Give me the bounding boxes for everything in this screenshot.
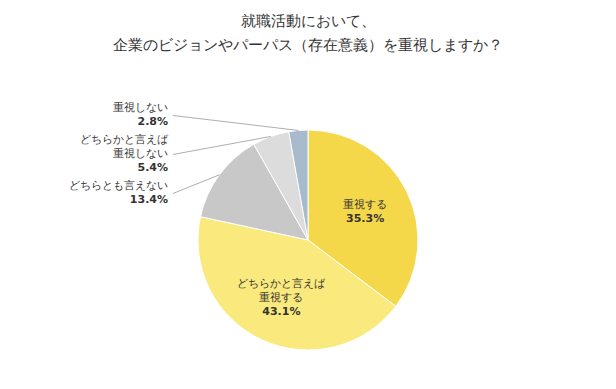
chart-container: 就職活動において、企業のビジョンやパーパス（存在意義）を重視しますか？ 重視する3…	[0, 0, 616, 389]
slice-label: どちらかと言えば重視する	[237, 277, 326, 304]
slice-label: 重視しない	[113, 101, 168, 114]
slice-label: どちらかと言えば重視しない	[80, 133, 169, 160]
slices	[198, 130, 418, 350]
subtitle: 企業のビジョンやパーパス（存在意義）を重視しますか？	[113, 36, 503, 54]
data-label: 43.1%	[262, 305, 300, 318]
chart: 就職活動において、企業のビジョンやパーパス（存在意義）を重視しますか？ 重視する3…	[0, 0, 616, 389]
data-label: 13.4%	[130, 193, 168, 206]
leader-line	[173, 175, 219, 194]
data-label: 5.4%	[137, 161, 168, 174]
data-label: 2.8%	[137, 115, 168, 128]
data-label: 35.3%	[346, 212, 384, 225]
title: 就職活動において、	[241, 12, 376, 30]
slice-label: どちらとも言えない	[69, 179, 168, 192]
labels: 重視する35.3% どちらかと言えば重視する43.1% 重視しない2.8% どちらかと…	[69, 101, 387, 317]
leader-line	[173, 115, 298, 130]
leader-line	[173, 137, 271, 155]
slice-label: 重視する	[343, 198, 387, 211]
pie-slice	[289, 130, 308, 240]
